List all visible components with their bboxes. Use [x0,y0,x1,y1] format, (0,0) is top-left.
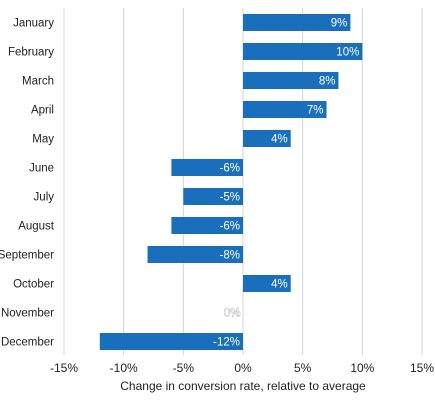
value-labels: 9% 10% 8% 7% 4% -6% -5% -6% -8% 4% 0% -12% [213,18,359,349]
category-label: March [22,76,54,88]
x-tick-labels: -15% -10% -5% 0% 5% 10% 15% [50,361,434,375]
category-label: May [32,134,54,146]
bar [243,130,291,147]
value-label: 8% [319,76,336,88]
x-tick-label: 5% [294,361,312,375]
bar [243,101,327,118]
bar [99,333,243,350]
value-label: 4% [271,279,288,291]
bar [147,246,243,263]
value-label: 4% [271,134,288,146]
value-label: 0% [224,308,241,320]
category-labels: January February March April May June July Augu… [0,18,55,349]
category-label: April [31,105,54,117]
category-label: July [34,192,55,204]
value-label: -6% [220,163,240,175]
bar [171,217,243,234]
x-tick-label: 15% [410,361,434,375]
value-label: -8% [220,250,240,262]
x-tick-label: -5% [173,361,195,375]
x-tick-label: 10% [350,361,374,375]
bars [99,14,363,350]
x-tick-label: 0% [234,361,252,375]
category-label: August [18,221,55,233]
x-tick-label: -10% [110,361,138,375]
category-label: December [1,337,54,349]
value-label: -6% [220,221,240,233]
bar [243,72,339,89]
value-label: -5% [220,192,240,204]
bar [243,275,291,292]
value-label: 10% [336,47,359,59]
value-label: 7% [307,105,324,117]
category-label: June [29,163,54,175]
bar [243,43,363,60]
value-label: 9% [331,18,348,30]
category-label: October [13,279,54,291]
category-label: November [1,308,54,320]
category-label: September [0,250,54,262]
grid-lines [63,8,423,355]
bar [183,188,243,205]
x-axis-label: Change in conversion rate, relative to a… [120,379,366,393]
value-label: -12% [213,337,240,349]
category-label: February [8,47,54,59]
x-tick-label: -15% [50,361,78,375]
bar [243,14,351,31]
category-label: January [13,18,54,30]
bar [171,159,243,176]
